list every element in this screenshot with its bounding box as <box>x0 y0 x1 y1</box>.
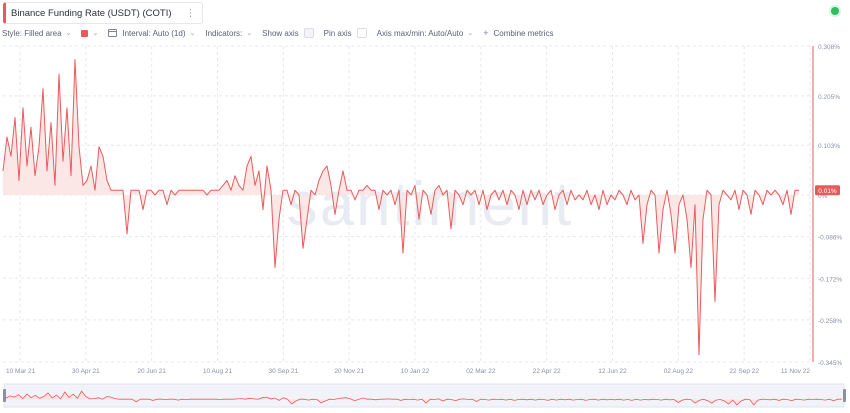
pin-axis-checkbox[interactable] <box>356 28 367 38</box>
current-value-badge <box>815 185 840 196</box>
series-area <box>3 59 799 355</box>
axis-minmax-dropdown[interactable]: Axis max/min: Auto/Auto ⌄ <box>377 29 474 38</box>
range-navigator[interactable] <box>0 383 850 409</box>
chevron-down-icon: ⌄ <box>246 30 253 37</box>
show-axis-checkbox[interactable] <box>303 28 314 38</box>
navigator-handle-left[interactable] <box>3 389 6 402</box>
y-tick-label: 0.308% <box>818 44 840 51</box>
chevron-down-icon: ⌄ <box>467 30 474 37</box>
combine-metrics-label: Combine metrics <box>493 28 554 38</box>
y-tick-label: -0.345% <box>818 360 842 367</box>
x-tick-label: 10 Jan 22 <box>401 368 430 375</box>
metric-title: Binance Funding Rate (USDT) (COTI) <box>11 7 172 19</box>
interval-label: Interval: Auto (1d) <box>122 28 186 38</box>
x-tick-label: 11 Nov 22 <box>781 368 811 375</box>
y-tick-label: -0.172% <box>818 276 842 283</box>
chevron-down-icon: ⌄ <box>189 30 196 37</box>
y-tick-label: 0% <box>818 193 828 200</box>
style-dropdown[interactable]: Style: Filled area ⌄ <box>2 29 71 38</box>
pin-axis-toggle[interactable]: Pin axis <box>324 28 367 38</box>
navigator-track <box>3 383 845 408</box>
y-tick-label: -0.086% <box>818 235 842 242</box>
y-tick-label: 0.205% <box>818 94 840 101</box>
current-value-label: 0.01% <box>818 188 837 195</box>
menu-dots-icon[interactable]: ⋮ <box>185 7 196 19</box>
x-tick-label: 30 Apr 21 <box>72 368 100 375</box>
interval-dropdown[interactable]: Interval: Auto (1d) ⌄ <box>108 29 195 38</box>
series-line <box>2 59 799 356</box>
show-axis-toggle[interactable]: Show axis <box>262 28 314 38</box>
navigator-line <box>5 390 842 406</box>
pin-axis-label: Pin axis <box>323 28 352 38</box>
calendar-icon <box>108 29 118 37</box>
x-tick-label: 10 Aug 21 <box>203 368 233 375</box>
combine-metrics-button[interactable]: + Combine metrics <box>483 28 553 38</box>
color-swatch <box>81 29 89 37</box>
indicators-dropdown[interactable]: Indicators: ⌄ <box>205 29 252 38</box>
status-dot-icon <box>831 7 839 15</box>
x-tick-label: 10 Mar 21 <box>6 368 36 375</box>
x-tick-label: 02 Aug 22 <box>664 368 694 375</box>
chevron-down-icon: ⌄ <box>65 30 72 37</box>
y-tick-label: -0.258% <box>818 318 842 325</box>
indicators-label: Indicators: <box>205 28 243 38</box>
metric-title-chip[interactable]: Binance Funding Rate (USDT) (COTI) ⋮ <box>3 2 203 24</box>
x-tick-label: 30 Sep 21 <box>269 368 299 375</box>
funding-rate-chart[interactable]: santiment0.308%0.205%0.103%0%-0.086%-0.1… <box>0 40 850 382</box>
x-tick-label: 20 Nov 21 <box>334 368 364 375</box>
axis-minmax-label: Axis max/min: Auto/Auto <box>376 28 464 38</box>
navigator-handle-right[interactable] <box>843 389 846 402</box>
plus-icon: + <box>483 28 489 38</box>
x-tick-label: 22 Sep 22 <box>729 368 759 375</box>
chevron-down-icon: ⌄ <box>92 30 99 37</box>
y-tick-label: 0.103% <box>818 143 840 150</box>
chart-toolbar: Style: Filled area ⌄ ⌄ Interval: Auto (1… <box>2 26 564 40</box>
show-axis-label: Show axis <box>262 28 299 38</box>
x-tick-label: 12 Jun 22 <box>598 368 627 375</box>
color-picker[interactable]: ⌄ <box>81 29 98 37</box>
x-tick-label: 22 Apr 22 <box>533 368 561 375</box>
style-label: Style: Filled area <box>2 28 62 38</box>
x-tick-label: 20 Jun 21 <box>137 368 166 375</box>
x-tick-label: 02 Mar 22 <box>466 368 496 375</box>
